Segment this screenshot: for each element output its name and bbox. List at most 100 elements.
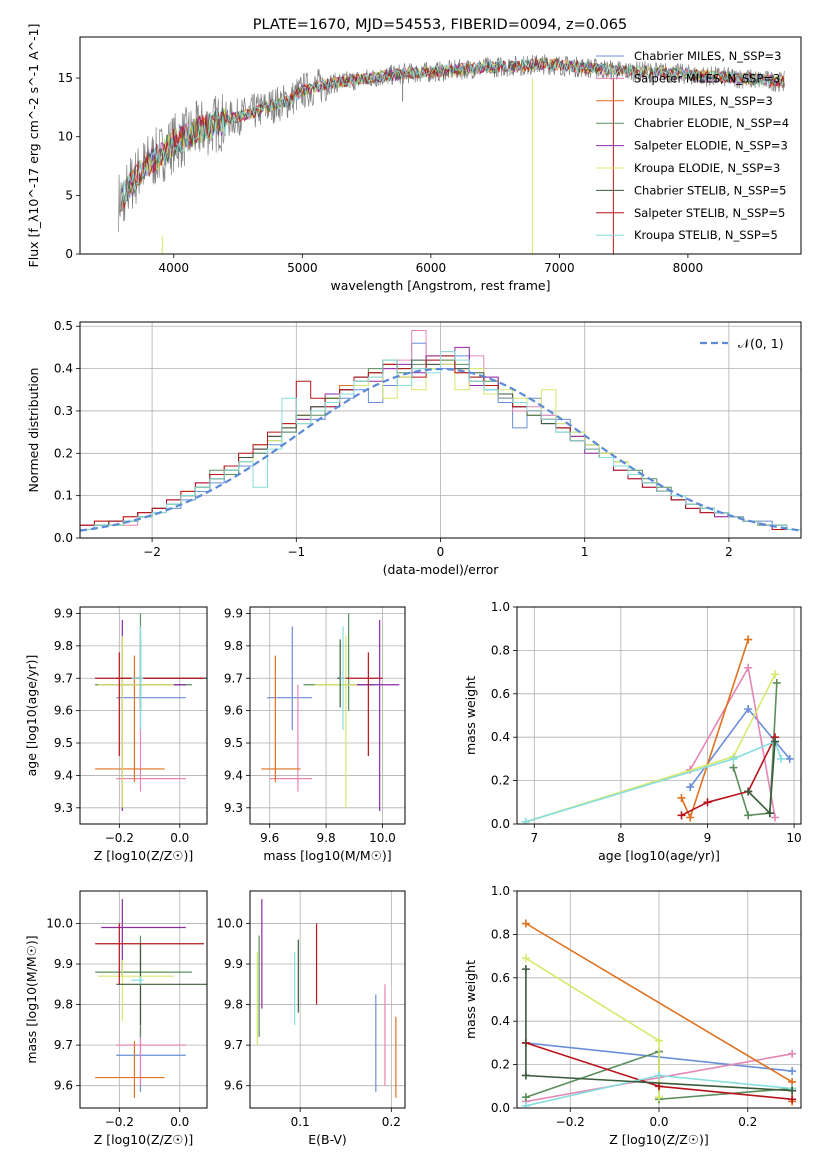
mass-weight-point <box>744 635 753 644</box>
y-tick-label: 0.0 <box>54 531 73 545</box>
x-tick-label: 9 <box>704 831 712 845</box>
mass-weight-point <box>521 817 530 824</box>
legend-entry: Kroupa STELIB, N_SSP=5 <box>634 228 778 242</box>
y-tick-label: 0.2 <box>491 1058 510 1072</box>
y-tick-label: 9.6 <box>224 704 243 718</box>
axes-frame <box>249 606 406 825</box>
mass-weight-line <box>680 639 749 820</box>
x-tick-label: 0.0 <box>170 1115 189 1129</box>
mass-weight-point <box>788 1086 797 1095</box>
x-axis-label: mass [log10(M/M☉)] <box>263 848 391 863</box>
mass-weight-point <box>521 1071 530 1080</box>
y-axis-label: Normed distribution <box>26 368 41 493</box>
y-tick-label: 9.3 <box>224 801 243 815</box>
x-tick-label: 6000 <box>416 261 447 275</box>
legend-entry: Chabrier MILES, N_SSP=3 <box>634 49 781 63</box>
mass-weight-line <box>732 682 778 817</box>
mass-weight-point <box>744 811 753 820</box>
x-tick-label: 9.6 <box>260 831 279 845</box>
axes-frame <box>249 890 406 1109</box>
x-tick-label: 0 <box>437 545 445 559</box>
y-tick-label: 9.8 <box>54 998 73 1012</box>
legend-entry: Salpeter MILES, N_SSP=3 <box>634 71 780 85</box>
legend-entry: Salpeter ELODIE, N_SSP=3 <box>634 139 788 153</box>
y-tick-label: 0.0 <box>491 817 510 831</box>
x-tick-label: 10 <box>786 831 801 845</box>
x-tick-label: −0.2 <box>105 831 134 845</box>
mass-weight-point <box>703 798 712 807</box>
mass-weight-point <box>655 1071 663 1080</box>
mass-weight-point <box>771 670 780 679</box>
x-tick-label: 8 <box>617 831 625 845</box>
y-tick-label: 5 <box>65 188 73 202</box>
y-tick-label: 9.5 <box>54 736 73 750</box>
x-axis-label: E(B-V) <box>308 1132 347 1147</box>
axes-frame <box>79 321 802 539</box>
histogram-plot-area <box>80 322 801 538</box>
mass-weight-point <box>744 787 753 796</box>
legend-entry: Kroupa ELODIE, N_SSP=3 <box>634 161 780 175</box>
y-tick-label: 9.8 <box>224 639 243 653</box>
legend-entry: Chabrier ELODIE, N_SSP=4 <box>634 116 789 130</box>
y-tick-label: 0.3 <box>54 404 73 418</box>
x-axis-label: age [log10(age/yr)] <box>598 848 720 863</box>
mass-weight-point <box>744 704 753 713</box>
axes-frame <box>79 890 208 1109</box>
weight-z-plot-area <box>517 891 801 1108</box>
x-tick-label: −0.2 <box>105 1115 134 1129</box>
mass-weight-point <box>521 1101 530 1108</box>
mass-weight-line <box>525 740 782 823</box>
mass-weight-point <box>788 1095 797 1104</box>
y-tick-label: 9.6 <box>54 704 73 718</box>
y-tick-label: 9.5 <box>224 736 243 750</box>
x-tick-label: 0.1 <box>291 1115 310 1129</box>
x-tick-label: 7000 <box>544 261 575 275</box>
age-mass-plot-area <box>250 607 405 824</box>
y-axis-label: mass [log10(M/M☉)] <box>24 935 39 1063</box>
legend-entry: Salpeter STELIB, N_SSP=5 <box>634 206 785 220</box>
y-tick-label: 0.4 <box>491 1014 510 1028</box>
y-tick-label: 9.7 <box>224 671 243 685</box>
x-tick-label: 7 <box>530 831 538 845</box>
legend-entry: Kroupa MILES, N_SSP=3 <box>634 94 773 108</box>
age-vs-metallicity-panel: −0.2 0.0 9.3 9.4 9.5 9.6 9.7 9.8 9.9 Z [log10(Z/Z… <box>24 606 208 863</box>
mass-weight-point <box>729 754 738 763</box>
legend-entry: Chabrier STELIB, N_SSP=5 <box>634 183 786 197</box>
y-tick-label: 0.2 <box>491 774 510 788</box>
spectrum-title: PLATE=1670, MJD=54553, FIBERID=0094, z=0… <box>253 17 627 33</box>
mass-weight-point <box>729 763 738 772</box>
x-tick-label: −1 <box>287 545 305 559</box>
mass-weight-point <box>521 965 530 974</box>
y-tick-label: 0.2 <box>54 446 73 460</box>
y-tick-label: 0 <box>65 247 73 261</box>
x-tick-label: 10.0 <box>369 831 396 845</box>
legend-entry: 𝒩(0, 1) <box>738 336 784 351</box>
mass-vs-extinction-panel: 0.1 0.2 9.6 9.7 9.8 9.9 10.0 E(B-V) <box>216 890 406 1147</box>
mass-z-plot-area <box>80 891 207 1108</box>
y-axis-label: mass weight <box>463 676 478 755</box>
x-tick-label: 1 <box>581 545 589 559</box>
mass-ebv-plot-area <box>250 891 405 1108</box>
x-axis-label: Z [log10(Z/Z☉)] <box>609 1132 709 1147</box>
x-tick-label: −2 <box>143 545 161 559</box>
y-tick-label: 9.9 <box>54 957 73 971</box>
x-tick-label: 0.2 <box>382 1115 401 1129</box>
y-tick-label: 9.6 <box>54 1079 73 1093</box>
spectrum-legend: Chabrier MILES, N_SSP=3 Salpeter MILES, N… <box>596 49 789 242</box>
mass-weight-point <box>744 663 753 672</box>
axes-frame <box>516 606 802 825</box>
y-tick-label: 10.0 <box>216 916 243 930</box>
x-axis-label: (data-model)/error <box>383 562 500 577</box>
y-tick-label: 10.0 <box>46 916 73 930</box>
y-tick-label: 9.6 <box>224 1079 243 1093</box>
y-tick-label: 9.7 <box>54 1038 73 1052</box>
y-tick-label: 0.5 <box>54 319 73 333</box>
x-tick-label: 8000 <box>673 261 704 275</box>
y-tick-label: 0.6 <box>491 971 510 985</box>
mass-weight-point <box>686 813 695 822</box>
y-tick-label: 9.7 <box>224 1038 243 1052</box>
y-axis-label: age [log10(age/yr)] <box>24 655 39 777</box>
age-z-plot-area <box>80 607 207 824</box>
residual-histogram-panel: −2 −1 0 1 2 0.0 0.1 0.2 0.3 0.4 0.5 (data-model)/er… <box>26 319 802 577</box>
